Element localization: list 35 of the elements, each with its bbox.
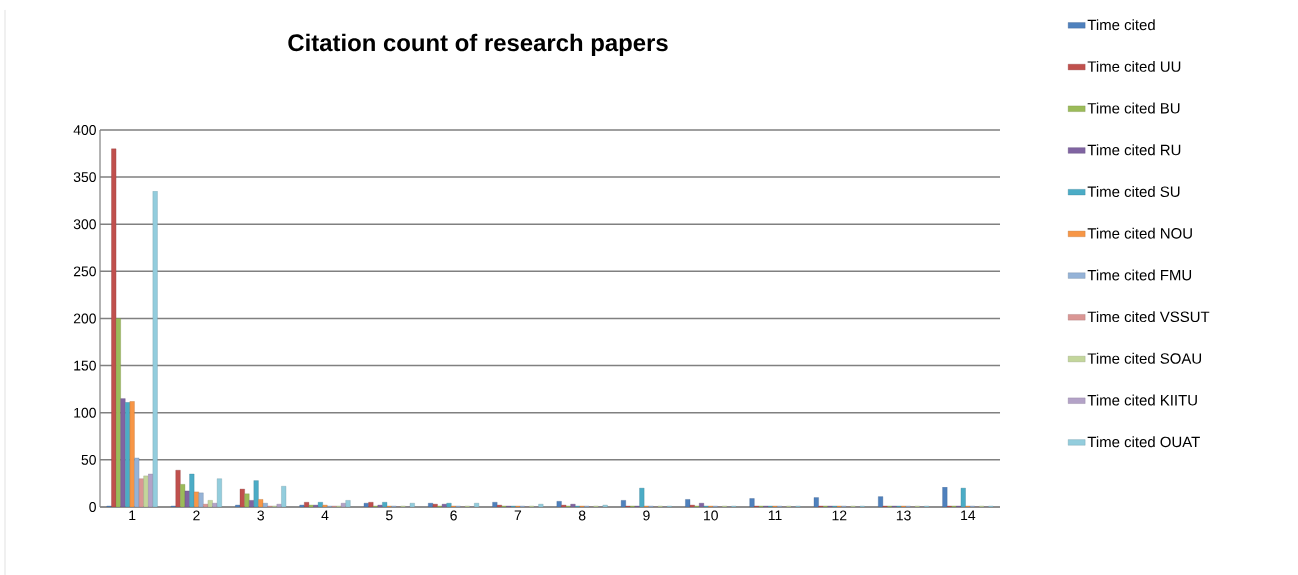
legend-label: Time cited RU — [1087, 144, 1181, 156]
x-tick-label: 9 — [643, 510, 650, 521]
x-tick-label: 8 — [578, 510, 586, 521]
y-tick-label: 50 — [81, 454, 96, 465]
x-tick-label: 5 — [385, 510, 393, 521]
x-tick-label: 4 — [321, 510, 329, 521]
legend-label: Time cited SOAU — [1087, 352, 1202, 364]
x-tick-label: 14 — [961, 510, 976, 521]
legend-label: Time cited — [1087, 19, 1155, 31]
y-tick-label: 350 — [73, 172, 96, 183]
legend-label: Time cited VSSUT — [1087, 311, 1210, 323]
x-tick-label: 7 — [514, 510, 522, 521]
x-tick-label: 12 — [832, 510, 847, 521]
x-tick-label: 1 — [129, 510, 136, 521]
y-tick-label: 200 — [73, 313, 96, 324]
legend-label: Time cited KIITU — [1087, 394, 1197, 406]
y-tick-label: 300 — [73, 219, 96, 230]
x-tick-label: 2 — [193, 510, 200, 521]
legend-label: Time cited BU — [1087, 102, 1180, 114]
legend-label: Time cited OUAT — [1087, 436, 1200, 448]
legend-label: Time cited SU — [1087, 186, 1180, 197]
y-tick-label: 250 — [73, 266, 96, 277]
x-tick-label: 13 — [896, 510, 911, 521]
x-tick-label: 10 — [704, 510, 718, 521]
x-tick-label: 11 — [768, 510, 782, 521]
legend-label: Time cited UU — [1087, 60, 1181, 72]
y-tick-label: 400 — [73, 125, 96, 135]
x-tick-label: 6 — [450, 510, 457, 521]
y-tick-label: 150 — [74, 360, 96, 371]
chart-title: Citation count of research papers — [288, 33, 668, 56]
x-tick-label: 3 — [257, 510, 264, 521]
y-tick-label: 0 — [89, 502, 96, 512]
y-tick-label: 100 — [74, 407, 96, 418]
legend-label: Time cited FMU — [1087, 269, 1192, 281]
legend-label: Time cited NOU — [1087, 227, 1192, 239]
